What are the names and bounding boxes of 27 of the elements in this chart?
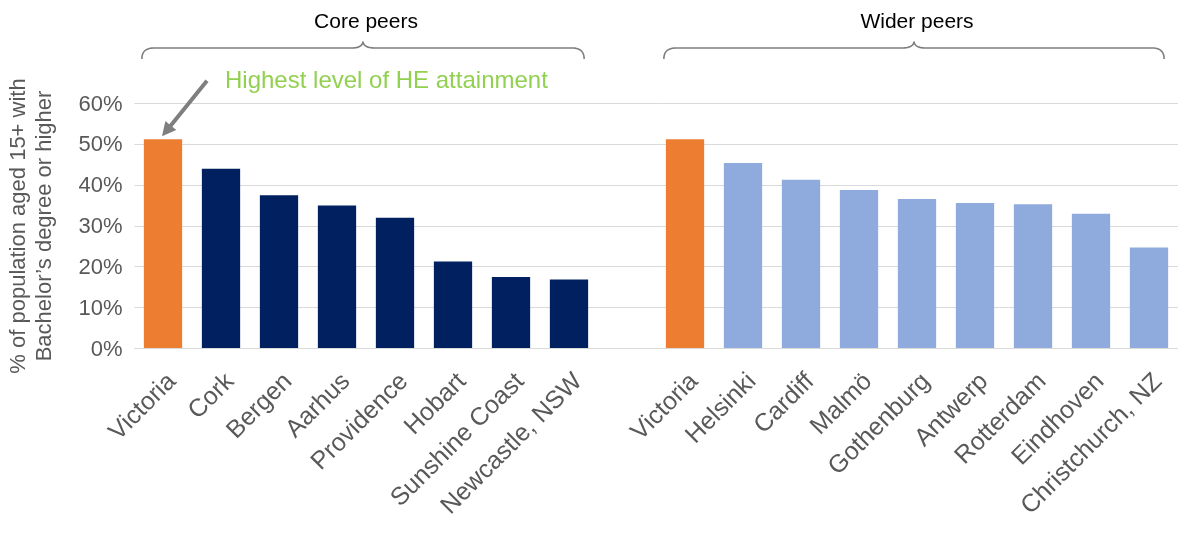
y-tick-label: 40% xyxy=(78,172,123,198)
bar xyxy=(723,163,763,348)
bar xyxy=(781,179,821,348)
y-tick-label: 0% xyxy=(90,335,123,361)
chart-title: Wider peers xyxy=(860,9,974,32)
bar xyxy=(1129,247,1169,348)
bar xyxy=(549,279,589,348)
bar xyxy=(1013,204,1053,348)
bar xyxy=(897,198,937,348)
bar xyxy=(375,217,415,348)
y-tick-label: 10% xyxy=(78,294,123,320)
bar xyxy=(317,205,357,348)
y-tick-label: 60% xyxy=(78,90,123,116)
y-tick-label: 20% xyxy=(78,253,123,279)
bar xyxy=(665,139,705,348)
bar xyxy=(839,189,879,348)
y-tick-label: 30% xyxy=(78,213,123,238)
bar xyxy=(955,203,995,348)
bar xyxy=(1071,213,1111,348)
chart-title: Core peers xyxy=(314,9,418,32)
bar xyxy=(201,168,241,348)
y-tick-label: 50% xyxy=(78,131,123,157)
bar xyxy=(491,276,531,348)
bar xyxy=(259,195,299,348)
y-axis-title: % of population aged 15+ with Bachelor’s degree or higher xyxy=(5,78,57,374)
bar xyxy=(433,261,473,348)
annotation: Highest level of HE attainment xyxy=(225,66,549,94)
